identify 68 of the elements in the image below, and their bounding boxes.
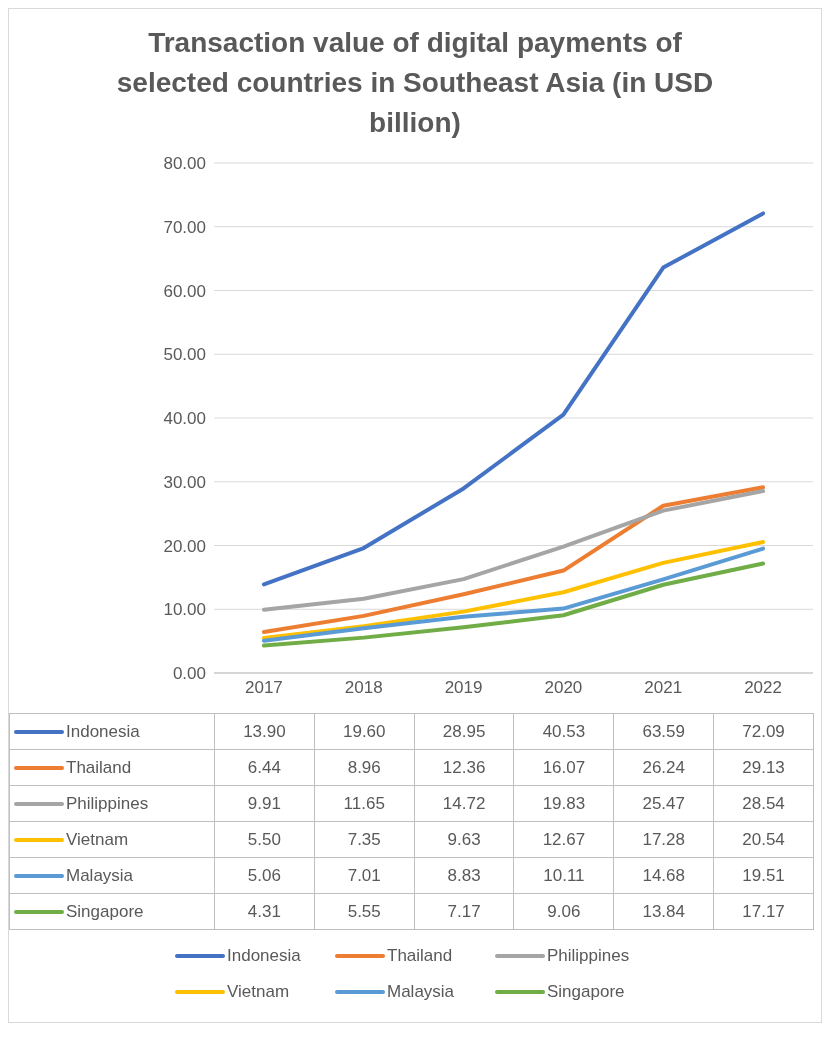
data-label: 8.83 [414,857,514,894]
data-label: 8.96 [314,749,415,786]
data-label: 17.17 [713,893,814,930]
data-label: 12.67 [513,821,614,858]
data-label: 63.59 [613,713,714,750]
data-label: 25.47 [613,785,714,822]
data-label: 19.60 [314,713,415,750]
data-label: 13.90 [214,713,315,750]
data-label: 40.53 [513,713,614,750]
data-label: 5.06 [214,857,315,894]
line-series [261,561,766,648]
data-label: 7.01 [314,857,415,894]
data-label: 17.28 [613,821,714,858]
text: Vietnam [227,982,290,1001]
x-tick-label: 2021 [644,678,683,698]
text: Philippines [547,946,630,965]
data-label: 14.72 [414,785,514,822]
data-label: 26.24 [613,749,714,786]
legend-label: Indonesia [9,713,215,750]
data-label: 72.09 [713,713,814,750]
data-label: 6.44 [214,749,315,786]
y-tick-label: 40.00 [163,409,206,429]
y-tick-label: 70.00 [163,217,206,237]
x-tick-label: 2018 [344,678,383,698]
data-label: 28.54 [713,785,814,822]
text: Singapore [547,982,625,1001]
data-label: 20.54 [713,821,814,858]
data-label: 7.35 [314,821,415,858]
x-tick-label: 2017 [245,678,283,698]
data-label: 13.84 [613,893,714,930]
y-tick-label: 80.00 [163,154,206,174]
data-label: 16.07 [513,749,614,786]
data-label: 4.31 [214,893,315,930]
y-tick-label: 50.00 [163,345,206,365]
text: Thailand [387,946,453,965]
legend-label: Vietnam [9,821,215,858]
data-label: 9.63 [414,821,514,858]
legend-label: Malaysia [9,857,215,894]
text: Indonesia [227,946,301,965]
data-label: 12.36 [414,749,514,786]
data-label: 5.55 [314,893,415,930]
data-label: 10.11 [513,857,614,894]
data-label: 28.95 [414,713,514,750]
line-series [261,489,766,612]
data-label: 5.50 [214,821,315,858]
data-label: 19.83 [513,785,614,822]
data-label: 14.68 [613,857,714,894]
legend-label: Singapore [9,893,215,930]
x-tick-label: 2022 [744,678,782,698]
line-series [261,485,766,634]
data-label: 9.91 [214,785,315,822]
y-tick-label: 20.00 [163,536,206,556]
data-label: 9.06 [513,893,614,930]
x-tick-label: 2020 [544,678,583,698]
data-label: 29.13 [713,749,814,786]
y-tick-label: 60.00 [163,281,206,301]
line-series [261,211,766,587]
legend-label: Philippines [9,785,215,822]
x-tick-label: 2019 [444,678,483,698]
data-label: 7.17 [414,893,514,930]
y-tick-label: 0.00 [172,664,206,684]
y-tick-label: 10.00 [163,600,206,620]
legend-label: Thailand [9,749,215,786]
data-label: 11.65 [314,785,415,822]
y-tick-label: 30.00 [163,472,206,492]
data-label: 19.51 [713,857,814,894]
chart-title: Transaction value of digital payments of selected countries in Southeast Asia (in USD billion) [115,26,715,140]
text: Malaysia [387,982,455,1001]
